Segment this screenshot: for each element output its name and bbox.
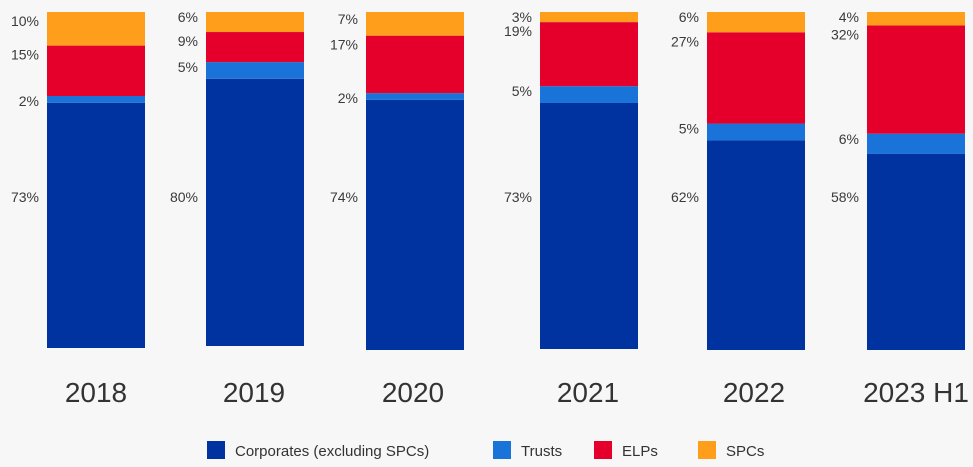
- bar-2022-corporates-excluding-spcs: [707, 140, 805, 350]
- bar-2020-trusts: [366, 93, 464, 100]
- pct-label-2022-spcs: 6%: [679, 9, 699, 25]
- bar-2023-h1-trusts: [867, 133, 965, 154]
- bar-2020-elps: [366, 35, 464, 94]
- pct-label-2022-corporates-excluding-spcs: 62%: [671, 189, 699, 205]
- bar-2019-elps: [206, 32, 304, 63]
- category-label-2020: 2020: [382, 377, 444, 408]
- pct-label-2021-elps: 19%: [504, 23, 532, 39]
- bar-2021-corporates-excluding-spcs: [540, 102, 638, 350]
- category-labels-layer: 2018 2019 2020 2021 2022 2023 H1: [65, 377, 969, 408]
- legend-label-elps: ELPs: [622, 443, 658, 460]
- pct-label-2022-elps: 27%: [671, 33, 699, 49]
- bar-2018-elps: [47, 45, 145, 96]
- bar-2018-trusts: [47, 96, 145, 103]
- category-label-2021: 2021: [557, 377, 619, 408]
- pct-label-2018-elps: 15%: [11, 47, 39, 63]
- legend-swatch-corporates-excluding-spcs: [207, 441, 225, 459]
- legend: Corporates (excluding SPCs) Trusts ELPs SPC…: [207, 441, 764, 460]
- pct-label-2023-h1-elps: 32%: [831, 27, 859, 43]
- pct-label-2020-trusts: 2%: [338, 90, 358, 106]
- pct-label-2023-h1-corporates-excluding-spcs: 58%: [831, 189, 859, 205]
- bar-2020-corporates-excluding-spcs: [366, 99, 464, 350]
- bar-2021-elps: [540, 22, 638, 87]
- pct-label-2020-corporates-excluding-spcs: 74%: [330, 189, 358, 205]
- pct-label-2021-trusts: 5%: [512, 83, 532, 99]
- bar-2018-spcs: [47, 12, 145, 46]
- category-label-2022: 2022: [723, 377, 785, 408]
- legend-label-corporates-excluding-spcs: Corporates (excluding SPCs): [235, 443, 429, 460]
- pct-label-2020-elps: 17%: [330, 37, 358, 53]
- pct-label-2023-h1-trusts: 6%: [839, 131, 859, 147]
- bar-2021-spcs: [540, 12, 638, 23]
- percent-labels-layer: 73% 2% 15% 10% 80% 5% 9% 6% 74% 2% 17% 7% 73% 5% 19%3%…: [11, 9, 859, 205]
- pct-label-2019-corporates-excluding-spcs: 80%: [170, 189, 198, 205]
- bar-2019-spcs: [206, 12, 304, 33]
- pct-label-2019-spcs: 6%: [178, 9, 198, 25]
- bar-2023-h1-elps: [867, 25, 965, 134]
- legend-label-trusts: Trusts: [521, 443, 562, 460]
- bar-2020-spcs: [366, 12, 464, 36]
- bar-2023-h1-corporates-excluding-spcs: [867, 153, 965, 350]
- pct-label-2023-h1-spcs: 4%: [839, 9, 859, 25]
- category-label-2019: 2019: [223, 377, 285, 408]
- pct-label-2018-corporates-excluding-spcs: 73%: [11, 189, 39, 205]
- pct-label-2021-corporates-excluding-spcs: 73%: [504, 189, 532, 205]
- category-label-2018: 2018: [65, 377, 127, 408]
- pct-label-2018-spcs: 10%: [11, 13, 39, 29]
- bar-2022-trusts: [707, 123, 805, 141]
- legend-swatch-trusts: [493, 441, 511, 459]
- legend-swatch-elps: [594, 441, 612, 459]
- bar-2019-trusts: [206, 62, 304, 79]
- bar-2022-elps: [707, 32, 805, 124]
- bars-layer: [47, 12, 965, 350]
- category-label-2023-h1: 2023 H1: [863, 377, 969, 408]
- bar-2023-h1-spcs: [867, 12, 965, 26]
- bar-2022-spcs: [707, 12, 805, 33]
- bar-2018-corporates-excluding-spcs: [47, 102, 145, 348]
- pct-label-2020-spcs: 7%: [338, 11, 358, 27]
- pct-label-2018-trusts: 2%: [19, 93, 39, 109]
- pct-label-2019-elps: 9%: [178, 33, 198, 49]
- bar-2019-corporates-excluding-spcs: [206, 78, 304, 347]
- pct-label-2022-trusts: 5%: [679, 121, 699, 137]
- legend-label-spcs: SPCs: [726, 443, 764, 460]
- pct-label-2019-trusts: 5%: [178, 59, 198, 75]
- legend-swatch-spcs: [698, 441, 716, 459]
- bar-2021-trusts: [540, 86, 638, 103]
- pct-label-2021-spcs: 3%: [512, 9, 532, 25]
